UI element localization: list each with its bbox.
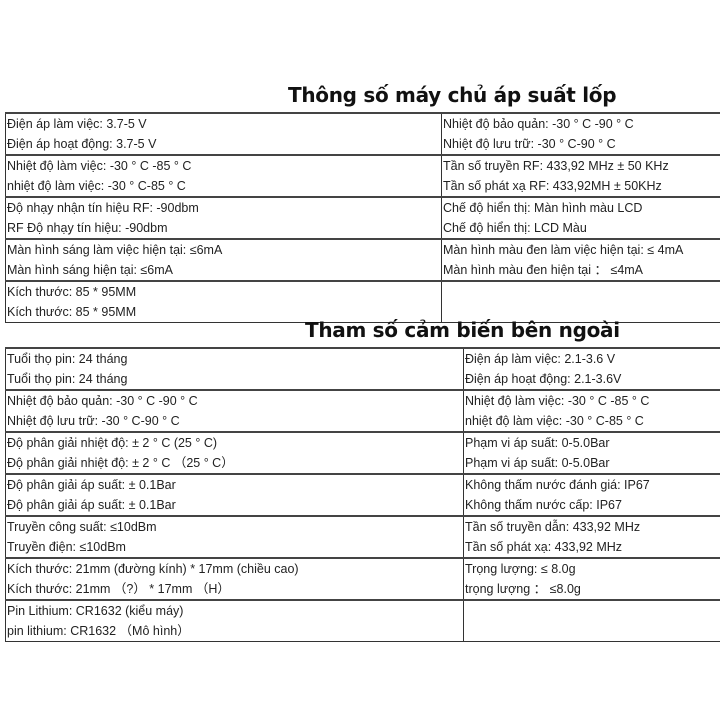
spec-line: Không thấm nước cấp: IP67 — [465, 498, 622, 512]
table-row: Pin Lithium: CR1632 (kiểu máy) pin lithiu… — [5, 599, 720, 642]
spec-cell-left: Kích thước: 85 * 95MM Kích thước: 85 * 95… — [5, 280, 442, 323]
table-row: Kích thước: 85 * 95MM Kích thước: 85 * 95… — [5, 280, 720, 323]
spec-line: Chế độ hiển thị: LCD Màu — [443, 221, 587, 235]
spec-cell-right: Nhiệt độ bảo quản: -30 ° C -90 ° C Nhiệt … — [441, 112, 720, 156]
spec-cell-right: Điện áp làm việc: 2.1-3.6 V Điện áp hoạt … — [463, 347, 720, 391]
spec-line: Màn hình màu đen làm việc hiện tại: ≤ 4m… — [443, 243, 684, 257]
spec-line: Nhiệt độ lưu trữ: -30 ° C-90 ° C — [443, 137, 616, 151]
host-spec-table: Điện áp làm việc: 3.7-5 V Điện áp hoạt độ… — [5, 112, 720, 323]
spec-cell-left: Truyền công suất: ≤10dBm Truyền điện: ≤10… — [5, 515, 464, 559]
spec-line: Nhiệt độ làm việc: -30 ° C -85 ° C — [7, 159, 192, 173]
spec-cell-left: Tuổi thọ pin: 24 tháng Tuổi thọ pin: 24 t… — [5, 347, 464, 391]
spec-cell-left: Pin Lithium: CR1632 (kiểu máy) pin lithiu… — [5, 599, 464, 642]
spec-line: Độ phân giải nhiệt độ: ± 2 ° C (25 ° C) — [7, 436, 218, 450]
sensor-spec-title: Tham số cảm biến bên ngoài — [305, 318, 620, 342]
spec-cell-right: Màn hình màu đen làm việc hiện tại: ≤ 4m… — [441, 238, 720, 282]
spec-cell-right — [441, 280, 720, 323]
table-row: Độ phân giải nhiệt độ: ± 2 ° C (25 ° C) Đ… — [5, 431, 720, 475]
spec-line: Kích thước: 85 * 95MM — [7, 305, 137, 319]
spec-line: Điện áp làm việc: 3.7-5 V — [7, 117, 147, 131]
spec-line: Tần số phát xạ: 433,92 MHz — [465, 540, 623, 554]
spec-line: RF Độ nhạy tín hiệu: -90dbm — [7, 221, 168, 235]
spec-line: nhiệt độ làm việc: -30 ° C-85 ° C — [465, 414, 644, 428]
spec-line: Độ phân giải áp suất: ± 0.1Bar — [7, 498, 176, 512]
spec-cell-right: Nhiệt độ làm việc: -30 ° C -85 ° C nhiệt … — [463, 389, 720, 433]
spec-line: Độ phân giải áp suất: ± 0.1Bar — [7, 478, 176, 492]
spec-cell-right: Chế độ hiển thị: Màn hình màu LCD Chế độ … — [441, 196, 720, 240]
spec-line: Nhiệt độ làm việc: -30 ° C -85 ° C — [465, 394, 650, 408]
spec-cell-right: Tần số truyền dẫn: 433,92 MHz Tần số phát… — [463, 515, 720, 559]
spec-cell-left: Nhiệt độ bảo quản: -30 ° C -90 ° C Nhiệt … — [5, 389, 464, 433]
sensor-spec-table: Tuổi thọ pin: 24 tháng Tuổi thọ pin: 24 t… — [5, 347, 720, 642]
table-row: Nhiệt độ bảo quản: -30 ° C -90 ° C Nhiệt … — [5, 389, 720, 433]
spec-cell-right: Phạm vi áp suất: 0-5.0Bar Phạm vi áp suất… — [463, 431, 720, 475]
spec-cell-left: Độ phân giải nhiệt độ: ± 2 ° C (25 ° C) Đ… — [5, 431, 464, 475]
spec-line: Nhiệt độ lưu trữ: -30 ° C-90 ° C — [7, 414, 180, 428]
table-row: Điện áp làm việc: 3.7-5 V Điện áp hoạt độ… — [5, 112, 720, 156]
spec-line: Kích thước: 21mm (đường kính) * 17mm (ch… — [7, 562, 299, 576]
spec-line: pin lithium: CR1632 （Mô hình） — [7, 624, 190, 638]
spec-cell-left: Nhiệt độ làm việc: -30 ° C -85 ° C nhiệt … — [5, 154, 442, 198]
spec-line: Tần số phát xạ RF: 433,92MH ± 50KHz — [443, 179, 662, 193]
spec-line: Tuổi thọ pin: 24 tháng — [7, 352, 128, 366]
spec-cell-right: Tần số truyền RF: 433,92 MHz ± 50 KHz Tần… — [441, 154, 720, 198]
spec-cell-right: Trọng lượng: ≤ 8.0g trọng lượng ： ≤8.0g — [463, 557, 720, 601]
spec-line: Không thấm nước đánh giá: IP67 — [465, 478, 650, 492]
table-row: Độ phân giải áp suất: ± 0.1Bar Độ phân gi… — [5, 473, 720, 517]
spec-cell-left: Điện áp làm việc: 3.7-5 V Điện áp hoạt độ… — [5, 112, 442, 156]
table-row: Truyền công suất: ≤10dBm Truyền điện: ≤10… — [5, 515, 720, 559]
spec-line: Màn hình sáng làm việc hiện tại: ≤6mA — [7, 243, 223, 257]
spec-line: trọng lượng ： ≤8.0g — [465, 582, 581, 596]
spec-cell-left: Độ nhạy nhận tín hiệu RF: -90dbm RF Độ nh… — [5, 196, 442, 240]
spec-line: Điện áp hoạt động: 2.1-3.6V — [465, 372, 622, 386]
spec-line: Điện áp hoạt động: 3.7-5 V — [7, 137, 157, 151]
spec-line: Kích thước: 85 * 95MM — [7, 285, 137, 299]
spec-line: Tuổi thọ pin: 24 tháng — [7, 372, 128, 386]
table-row: Độ nhạy nhận tín hiệu RF: -90dbm RF Độ nh… — [5, 196, 720, 240]
spec-cell-right — [463, 599, 720, 642]
table-row: Màn hình sáng làm việc hiện tại: ≤6mA Màn… — [5, 238, 720, 282]
spec-cell-left: Kích thước: 21mm (đường kính) * 17mm (ch… — [5, 557, 464, 601]
spec-line: Kích thước: 21mm （?） * 17mm （H） — [7, 582, 230, 596]
spec-line: Điện áp làm việc: 2.1-3.6 V — [465, 352, 616, 366]
spec-cell-left: Độ phân giải áp suất: ± 0.1Bar Độ phân gi… — [5, 473, 464, 517]
spec-line: Tần số truyền dẫn: 433,92 MHz — [465, 520, 641, 534]
spec-line: Truyền điện: ≤10dBm — [7, 540, 126, 554]
spec-line: Tần số truyền RF: 433,92 MHz ± 50 KHz — [443, 159, 669, 173]
host-spec-title: Thông số máy chủ áp suất lốp — [288, 83, 617, 107]
spec-line: Truyền công suất: ≤10dBm — [7, 520, 157, 534]
spec-line: nhiệt độ làm việc: -30 ° C-85 ° C — [7, 179, 186, 193]
spec-line: Độ nhạy nhận tín hiệu RF: -90dbm — [7, 201, 199, 215]
spec-line: Chế độ hiển thị: Màn hình màu LCD — [443, 201, 643, 215]
table-row: Kích thước: 21mm (đường kính) * 17mm (ch… — [5, 557, 720, 601]
spec-line: Nhiệt độ bảo quản: -30 ° C -90 ° C — [7, 394, 198, 408]
spec-line: Màn hình màu đen hiện tại ： ≤4mA — [443, 263, 644, 277]
spec-cell-right: Không thấm nước đánh giá: IP67 Không thấm… — [463, 473, 720, 517]
table-row: Tuổi thọ pin: 24 tháng Tuổi thọ pin: 24 t… — [5, 347, 720, 391]
spec-line: Phạm vi áp suất: 0-5.0Bar — [465, 456, 610, 470]
spec-line: Phạm vi áp suất: 0-5.0Bar — [465, 436, 610, 450]
spec-line: Màn hình sáng hiện tại: ≤6mA — [7, 263, 173, 277]
table-row: Nhiệt độ làm việc: -30 ° C -85 ° C nhiệt … — [5, 154, 720, 198]
spec-line: Nhiệt độ bảo quản: -30 ° C -90 ° C — [443, 117, 634, 131]
spec-line: Trọng lượng: ≤ 8.0g — [465, 562, 576, 576]
spec-line: Pin Lithium: CR1632 (kiểu máy) — [7, 604, 184, 618]
spec-line: Độ phân giải nhiệt độ: ± 2 ° C （25 ° C） — [7, 456, 234, 470]
spec-cell-left: Màn hình sáng làm việc hiện tại: ≤6mA Màn… — [5, 238, 442, 282]
